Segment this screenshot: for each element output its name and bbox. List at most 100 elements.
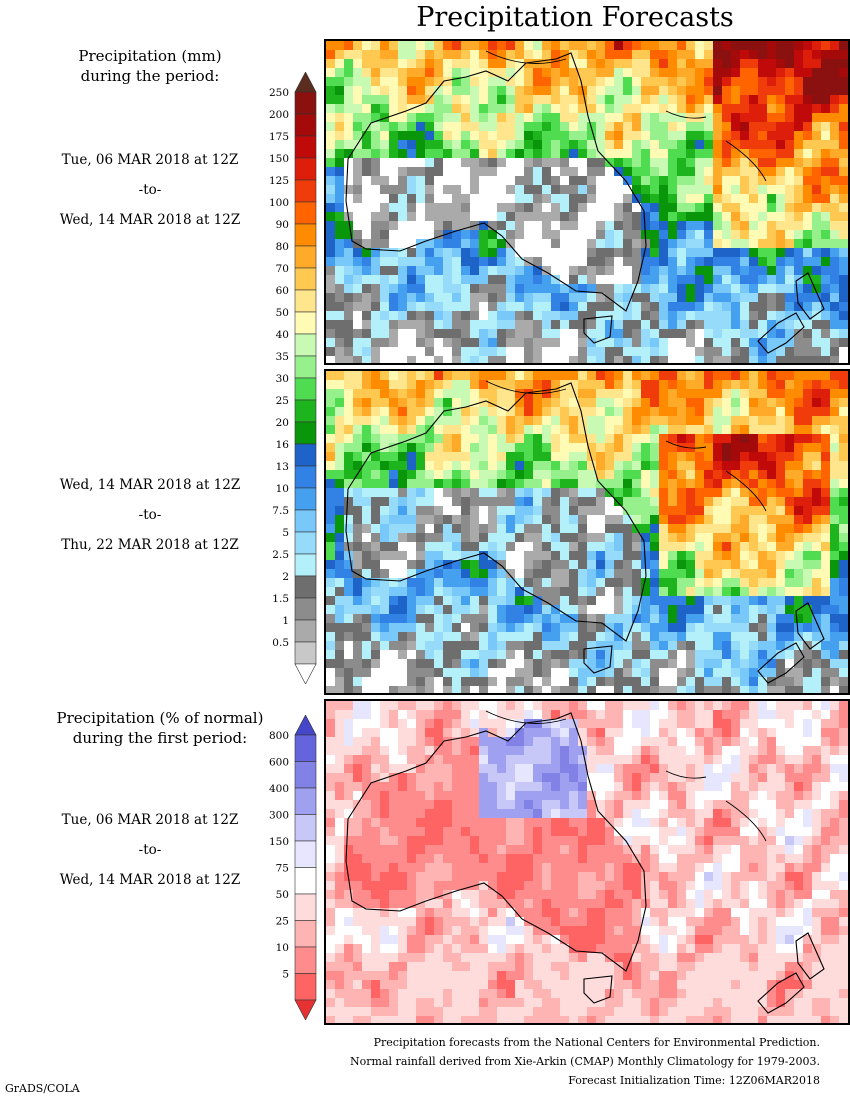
mm-colorbar-swatch <box>294 619 317 643</box>
mm-colorbar-swatch <box>294 487 317 511</box>
mm-colorbar-tick-label: 35 <box>276 351 289 363</box>
mm-colorbar-tick-label: 20 <box>276 417 289 429</box>
mm-colorbar-swatch <box>294 179 317 203</box>
mm-colorbar-swatch <box>294 465 317 489</box>
pct-legend-heading-line2: during the first period: <box>72 729 248 747</box>
pct-colorbar-tick-label: 150 <box>269 836 289 848</box>
pct-legend-heading-line1: Precipitation (% of normal) <box>56 709 264 727</box>
mm-colorbar-tick-label: 200 <box>269 109 289 121</box>
mm-colorbar-swatch <box>294 575 317 599</box>
pct-colorbar-tick-label: 10 <box>276 942 289 954</box>
pct-colorbar-swatch <box>294 814 317 842</box>
tasmania-coastline <box>583 975 613 1004</box>
new-zealand-north-coastline <box>795 272 825 320</box>
island-coastlines <box>485 710 767 842</box>
map-panel-percent-normal <box>324 699 850 1025</box>
mm-colorbar-swatch <box>294 201 317 225</box>
pct-colorbar-swatch <box>294 787 317 815</box>
australia-coastline <box>345 52 647 312</box>
mm-colorbar-tick-label: 250 <box>269 87 289 99</box>
mm-legend-heading: Precipitation (mm) during the period: <box>20 46 280 86</box>
mm-colorbar-tick-label: 150 <box>269 153 289 165</box>
period3-sep: -to- <box>138 842 162 858</box>
mm-colorbar-tick-label: 80 <box>276 241 289 253</box>
pct-colorbar-bottom-arrow <box>294 999 317 1021</box>
credit-label: GrADS/COLA <box>5 1082 80 1095</box>
period3-end: Wed, 14 MAR 2018 at 12Z <box>59 872 241 888</box>
mm-colorbar-swatch <box>294 443 317 467</box>
mm-colorbar-swatch <box>294 641 317 665</box>
mm-colorbar-tick-label: 1.5 <box>272 593 289 605</box>
tasmania-coastline <box>583 645 613 674</box>
footer-line2: Normal rainfall derived from Xie-Arkin (… <box>350 1055 820 1068</box>
island-coastlines <box>485 50 767 182</box>
new-zealand-north-coastline <box>795 602 825 650</box>
period2-sep: -to- <box>138 507 162 523</box>
new-zealand-south-coastline <box>757 642 805 684</box>
pct-colorbar-tick-label: 25 <box>276 916 289 928</box>
new-zealand-south-coastline <box>757 972 805 1014</box>
mm-colorbar-tick-label: 70 <box>276 263 289 275</box>
mm-colorbar-tick-label: 30 <box>276 373 289 385</box>
mm-colorbar-tick-label: 16 <box>276 439 290 451</box>
mm-colorbar-tick-label: 90 <box>276 219 289 231</box>
page-title: Precipitation Forecasts <box>416 2 734 33</box>
mm-colorbar-tick-label: 2.5 <box>272 549 289 561</box>
mm-colorbar-swatch <box>294 223 317 247</box>
pct-colorbar-swatch <box>294 893 317 921</box>
mm-colorbar-tick-label: 5 <box>282 527 289 539</box>
pct-colorbar-swatch <box>294 946 317 974</box>
mm-colorbar-swatch <box>294 157 317 181</box>
tasmania-coastline <box>583 315 613 344</box>
mm-colorbar-tick-label: 13 <box>276 461 289 473</box>
pct-colorbar-swatch <box>294 761 317 789</box>
period2-end: Thu, 22 MAR 2018 at 12Z <box>61 537 239 553</box>
pct-colorbar-swatch <box>294 920 317 948</box>
footer-line1: Precipitation forecasts from the Nationa… <box>373 1036 820 1049</box>
mm-colorbar-swatch <box>294 421 317 445</box>
precip-field <box>326 371 848 693</box>
mm-colorbar-swatch <box>294 553 317 577</box>
mm-colorbar-swatch <box>294 91 317 115</box>
pct-colorbar-tick-label: 300 <box>269 810 289 822</box>
mm-colorbar-swatch <box>294 355 317 379</box>
period2-start: Wed, 14 MAR 2018 at 12Z <box>59 477 241 493</box>
mm-colorbar-tick-label: 0.5 <box>272 637 289 649</box>
pct-colorbar-swatch <box>294 867 317 895</box>
mm-colorbar-swatch <box>294 289 317 313</box>
mm-colorbar-swatch <box>294 311 317 335</box>
map-panel-week1 <box>324 39 850 365</box>
mm-colorbar-tick-label: 100 <box>269 197 289 209</box>
australia-coastline <box>345 712 647 972</box>
mm-colorbar-tick-label: 60 <box>276 285 289 297</box>
pct-colorbar-tick-label: 50 <box>276 889 289 901</box>
mm-colorbar: 250 200 175 150 125 100 90 80 70 60 50 40 35 30 25 20 16… <box>262 71 322 685</box>
mm-colorbar-swatch <box>294 509 317 533</box>
mm-colorbar-bottom-arrow <box>294 663 317 685</box>
mm-colorbar-swatch <box>294 333 317 357</box>
pct-colorbar-swatch <box>294 734 317 762</box>
period3-start: Tue, 06 MAR 2018 at 12Z <box>61 812 239 828</box>
pct-colorbar-top-arrow <box>294 714 317 736</box>
mm-colorbar-swatch <box>294 245 317 269</box>
pct-colorbar-tick-label: 600 <box>269 757 289 769</box>
mm-colorbar-swatch <box>294 377 317 401</box>
new-zealand-north-coastline <box>795 932 825 980</box>
mm-legend-heading-line2: during the period: <box>80 67 220 85</box>
pct-colorbar: 800 600 400 300 150 75 50 25 10 5 <box>262 714 322 1021</box>
footer-line3: Forecast Initialization Time: 12Z06MAR20… <box>568 1074 820 1087</box>
mm-colorbar-swatch <box>294 597 317 621</box>
period1-sep: -to- <box>138 182 162 198</box>
mm-colorbar-swatch <box>294 267 317 291</box>
mm-colorbar-swatch <box>294 399 317 423</box>
period1-start: Tue, 06 MAR 2018 at 12Z <box>61 152 239 168</box>
pct-colorbar-tick-label: 400 <box>269 783 289 795</box>
mm-colorbar-top-arrow <box>294 71 317 93</box>
australia-coastline <box>345 382 647 642</box>
mm-colorbar-tick-label: 125 <box>269 175 289 187</box>
pct-colorbar-swatch <box>294 973 317 1001</box>
mm-colorbar-swatch <box>294 531 317 555</box>
mm-colorbar-tick-label: 50 <box>276 307 289 319</box>
precip-field <box>326 41 848 363</box>
mm-colorbar-tick-label: 175 <box>269 131 289 143</box>
